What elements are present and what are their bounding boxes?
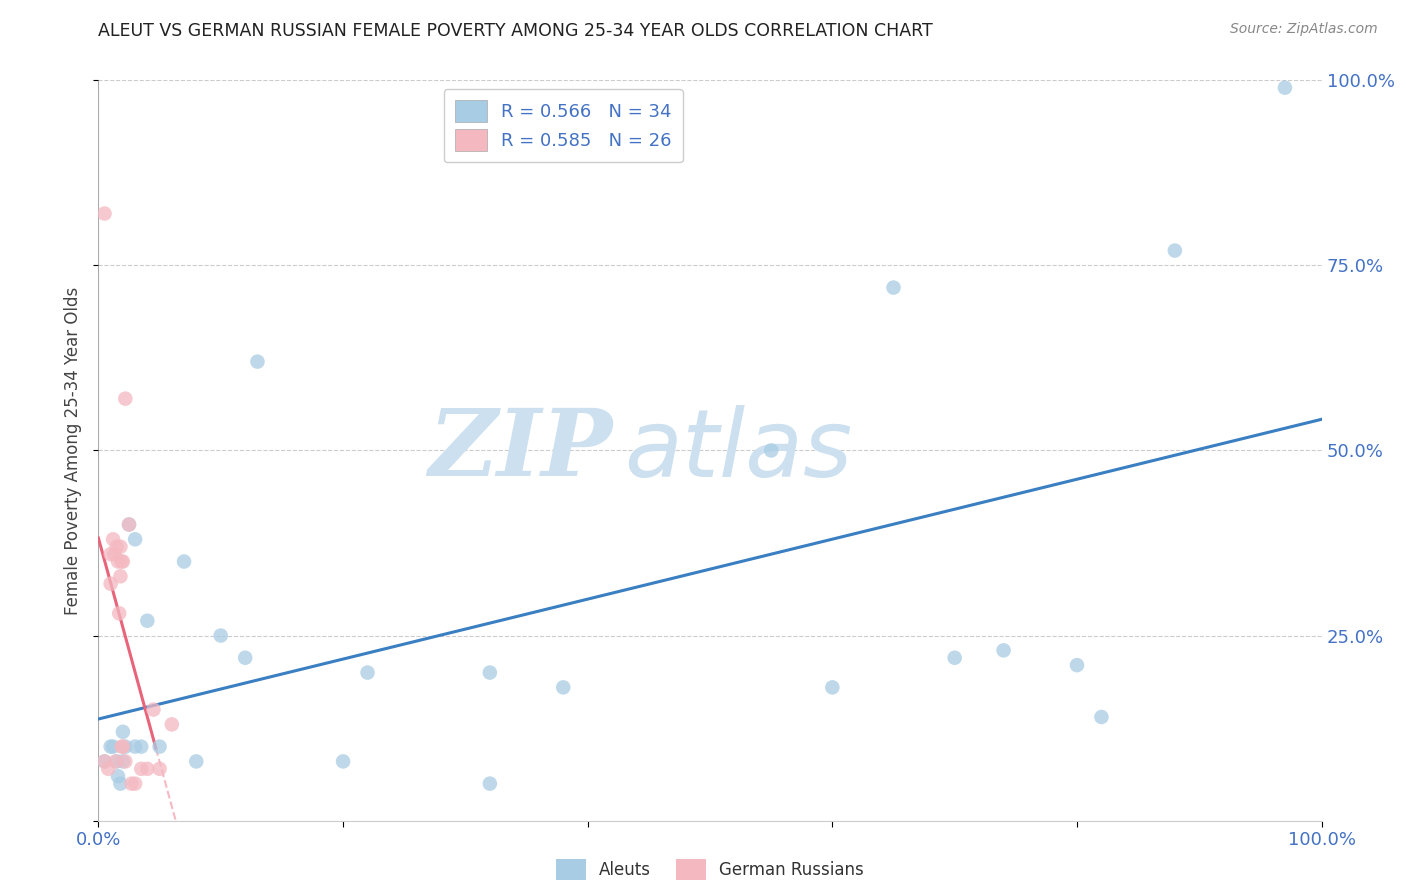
Point [111,755,134,769]
Point [110,540,132,554]
Point [478,776,501,791]
Point [233,650,256,665]
Point [110,569,132,583]
Point [104,755,127,769]
Point [118,517,141,532]
Point [761,443,783,458]
Point [993,643,1015,657]
Point [478,665,501,680]
Y-axis label: Female Poverty Among 25-34 Year Olds: Female Poverty Among 25-34 Year Olds [65,286,83,615]
Point [100,739,122,754]
Point [553,681,575,695]
Point [160,717,183,731]
Point [1164,244,1187,258]
Point [1066,658,1088,673]
Point [149,762,172,776]
Point [120,776,142,791]
Point [111,739,134,754]
Point [1274,80,1296,95]
Point [136,614,159,628]
Text: Source: ZipAtlas.com: Source: ZipAtlas.com [1230,22,1378,37]
Point [1090,710,1112,724]
Point [173,555,195,569]
Point [111,555,134,569]
Point [142,703,165,717]
Point [110,776,132,791]
Point [129,762,152,776]
Point [332,755,354,769]
Point [114,739,136,754]
Point [111,724,134,739]
Text: ALEUT VS GERMAN RUSSIAN FEMALE POVERTY AMONG 25-34 YEAR OLDS CORRELATION CHART: ALEUT VS GERMAN RUSSIAN FEMALE POVERTY A… [98,22,934,40]
Point [103,547,125,561]
Text: atlas: atlas [624,405,852,496]
Point [943,650,966,665]
Point [129,739,152,754]
Point [209,629,232,643]
Point [883,280,905,294]
Point [100,547,122,561]
Point [136,762,159,776]
Point [114,392,136,406]
Point [124,776,146,791]
Point [101,533,124,547]
Point [93,206,115,220]
Point [108,607,131,621]
Point [100,576,122,591]
Point [97,762,120,776]
Legend: Aleuts, German Russians: Aleuts, German Russians [550,853,870,887]
Point [101,739,124,754]
Point [107,769,129,783]
Point [821,681,844,695]
Point [111,555,134,569]
Text: ZIP: ZIP [427,406,612,495]
Point [124,533,146,547]
Point [186,755,208,769]
Point [118,517,141,532]
Point [93,755,115,769]
Point [149,739,172,754]
Point [105,755,128,769]
Point [356,665,378,680]
Point [124,739,146,754]
Point [246,354,269,368]
Point [93,755,115,769]
Point [105,540,128,554]
Point [107,555,129,569]
Point [114,755,136,769]
Point [111,739,134,754]
